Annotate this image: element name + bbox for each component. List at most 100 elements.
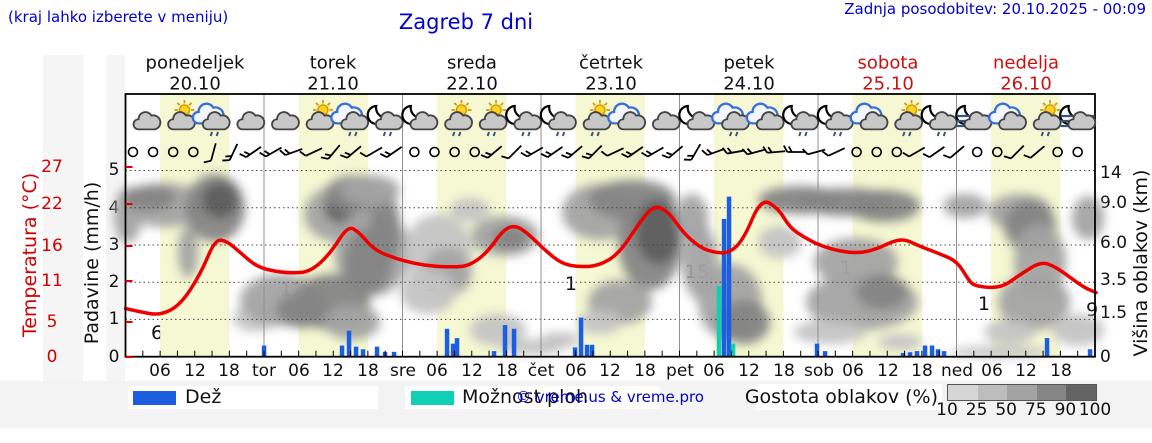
wind-calm-icon	[429, 146, 440, 158]
weather-icon-moon-cloud	[678, 104, 716, 131]
weather-icon-moon-drizzle	[782, 104, 820, 137]
day-date: 25.10	[862, 73, 914, 95]
wind-barb-icon	[379, 146, 403, 158]
gradient-level-label: 10	[936, 400, 958, 420]
day-date: 20.10	[169, 73, 221, 95]
wind-barb-icon	[641, 146, 664, 158]
temp-tick: 0	[46, 347, 58, 367]
wind-barb-icon	[701, 148, 725, 156]
gradient-step	[1066, 385, 1096, 400]
weather-icons-row	[132, 100, 1097, 137]
legend-rain-box	[128, 386, 378, 409]
day-name: torek	[309, 52, 357, 74]
legend-shower-box	[405, 386, 660, 409]
wind-calm-icon	[851, 146, 862, 158]
wind-barb-icon	[621, 146, 644, 158]
wind-calm-icon	[147, 146, 159, 158]
wind-calm-icon	[127, 146, 139, 158]
weather-icon-rain-drizzle	[711, 102, 750, 137]
wind-barb-icon	[259, 146, 282, 158]
wind-barb-icon	[661, 145, 684, 159]
temp-tick: 11	[41, 271, 63, 291]
weather-icon-sun-drizzle	[478, 100, 508, 137]
x-axis-label: 12	[461, 361, 483, 381]
x-axis-label: 18	[357, 361, 379, 381]
x-axis-label: 12	[1015, 361, 1037, 381]
wind-barb-icon	[203, 143, 217, 164]
precip-tick: 1	[108, 309, 120, 329]
wind-barb-icon	[741, 148, 766, 156]
weather-icon-moon-drizzle	[816, 104, 854, 137]
rain-swatch	[133, 391, 176, 405]
cloudheight-tick: 6.0	[1100, 233, 1128, 253]
gradient-step	[948, 385, 978, 400]
gradient-level-label: 100	[1078, 400, 1112, 420]
wind-calm-icon	[891, 146, 903, 158]
x-axis-label: čet	[527, 361, 555, 381]
weather-icon-rain-drizzle	[330, 102, 370, 137]
wind-barb-icon	[783, 145, 806, 153]
wind-calm-icon	[409, 146, 420, 158]
wind-barb-icon	[1003, 144, 1025, 160]
weather-icon-moon-cloud	[401, 104, 439, 131]
precip-tick: 4	[108, 198, 120, 218]
credit-link[interactable]: © vreme.us & vreme.pro	[516, 388, 704, 406]
x-axis-label: 12	[599, 361, 621, 381]
weather-icon-rain-cloud	[607, 102, 647, 131]
gradient-step	[1007, 385, 1037, 400]
x-axis-label: 06	[426, 361, 448, 381]
wind-calm-icon	[167, 146, 179, 158]
wind-barb-icon	[581, 144, 603, 160]
x-axis-label: 18	[496, 361, 518, 381]
cloudheight-tick: 3.5	[1100, 270, 1128, 290]
gradient-step	[1036, 385, 1067, 400]
day-name: sreda	[447, 52, 497, 74]
legend-cloud-box	[756, 384, 942, 410]
weather-icon-sun-drizzle	[582, 100, 612, 137]
precip-tick: 3	[108, 235, 120, 255]
x-axis-label: pet	[666, 361, 694, 381]
cloudheight-tick: 9.0	[1100, 193, 1128, 213]
x-axis-label: 06	[842, 361, 864, 381]
x-axis-label: 06	[149, 361, 171, 381]
x-axis-label: 18	[1050, 361, 1072, 381]
x-axis-label: 12	[184, 361, 206, 381]
x-axis-label: 06	[981, 361, 1003, 381]
day-name: sobota	[857, 52, 919, 74]
wind-barb-icon	[801, 148, 826, 156]
day-date: 26.10	[1000, 73, 1052, 95]
precip-tick: 5	[108, 160, 120, 180]
weather-icon-fog-moon	[1059, 104, 1097, 131]
wind-calm-icon	[971, 146, 983, 158]
rain-legend-label: Dež	[185, 386, 222, 408]
cloud-density-gradient	[947, 384, 1097, 401]
weather-icon-sun-drizzle	[1032, 100, 1062, 137]
gradient-level-label: 50	[995, 400, 1018, 420]
weather-icon-moon-drizzle	[539, 104, 577, 137]
weather-icon-rain-cloud	[988, 102, 1027, 131]
day-date: 22.10	[446, 73, 498, 95]
weather-icon-cloud	[271, 111, 300, 131]
wind-barb-icon	[480, 145, 503, 159]
wind-barb-icon	[943, 145, 965, 159]
day-name: nedelja	[992, 52, 1060, 74]
wind-barb-icon	[762, 146, 786, 154]
menu-hint: (kraj lahko izberete v meniju)	[8, 8, 229, 26]
x-axis-label: 18	[911, 361, 933, 381]
weather-icon-moon-drizzle	[505, 104, 543, 137]
page-title: Zagreb 7 dni	[398, 10, 534, 34]
day-name: četrtek	[579, 52, 643, 74]
wind-barb-icon	[320, 144, 341, 160]
wind-barb-icon	[340, 145, 362, 159]
weather-icon-sun-cloud	[167, 100, 196, 131]
x-axis-label: sre	[390, 361, 416, 381]
x-axis-label: 18	[218, 361, 240, 381]
wind-barb-icon	[222, 143, 239, 162]
wind-barb-icon	[1023, 145, 1045, 159]
weather-icon-sun-drizzle	[894, 100, 924, 137]
weather-icon-moon-drizzle	[920, 104, 958, 137]
wind-barb-icon	[540, 146, 563, 158]
weather-icon-fog-moon	[955, 104, 993, 131]
x-axis-label: 18	[773, 361, 795, 381]
